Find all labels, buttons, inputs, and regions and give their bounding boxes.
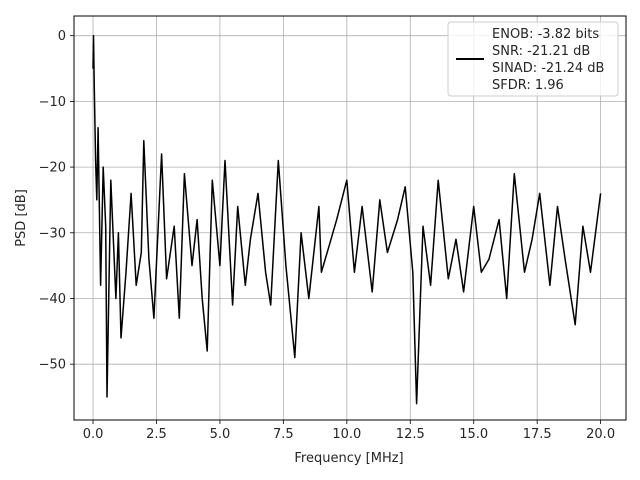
legend-box xyxy=(447,21,619,97)
y-tick-label: −10 xyxy=(39,95,66,110)
x-tick-label: 20.0 xyxy=(586,427,615,442)
plot-frame xyxy=(73,15,627,421)
y-tick-label: 0 xyxy=(58,29,66,44)
y-tick-label: −40 xyxy=(39,292,66,307)
series-layer xyxy=(92,34,602,405)
y-axis-label: PSD [dB] xyxy=(14,189,29,247)
legend-line-3: SINAD: -21.24 dB xyxy=(492,61,604,76)
y-tick-label: −20 xyxy=(39,161,66,176)
psd-series-line xyxy=(92,34,602,405)
x-tick-label: 2.5 xyxy=(146,427,167,442)
x-tick-label: 0.0 xyxy=(83,427,104,442)
x-tick-label: 5.0 xyxy=(210,427,231,442)
legend: ENOB: -3.82 bits SNR: -21.21 dB SINAD: -21… xyxy=(447,21,619,97)
y-tick-label: −30 xyxy=(39,226,66,241)
x-tick-label: 10.0 xyxy=(332,427,361,442)
x-tick-label: 7.5 xyxy=(273,427,294,442)
legend-line-4: SFDR: 1.96 xyxy=(492,78,564,93)
x-tick-label: 12.5 xyxy=(396,427,425,442)
legend-entry-text: ENOB: -3.82 bits SNR: -21.21 dB SINAD: -21… xyxy=(492,27,604,93)
legend-line-2: SNR: -21.21 dB xyxy=(492,44,590,59)
x-axis-label: Frequency [MHz] xyxy=(294,451,403,466)
axis-ticks: 0.0 2.5 5.0 7.5 10.0 12.5 15.0 17.5 20.0 0 −10 −20 −… xyxy=(39,29,616,442)
y-tick-label: −50 xyxy=(39,358,66,373)
legend-line-1: ENOB: -3.82 bits xyxy=(492,27,599,42)
x-tick-label: 15.0 xyxy=(459,427,488,442)
x-tick-label: 17.5 xyxy=(523,427,552,442)
